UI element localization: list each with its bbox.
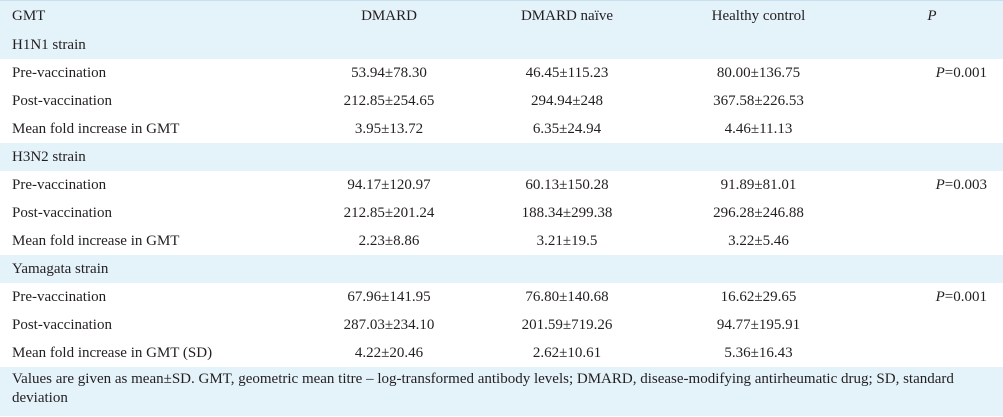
section-title: H1N1 strain <box>0 31 1003 59</box>
cell-dmard-naive: 188.34±299.38 <box>521 204 613 221</box>
cell-dmard: 3.95±13.72 <box>354 120 424 137</box>
cell-healthy-control: 91.89±81.01 <box>720 176 797 193</box>
cell-dmard-naive: 46.45±115.23 <box>525 64 609 81</box>
table-row: Mean fold increase in GMT 3.95±13.72 6.35±… <box>0 115 1003 143</box>
cell-dmard: 4.22±20.46 <box>354 344 424 361</box>
cell-dmard-naive: 76.80±140.68 <box>525 288 609 305</box>
cell-healthy-control: 94.77±195.91 <box>716 316 801 333</box>
cell-dmard-naive: 60.13±150.28 <box>525 176 609 193</box>
cell-p-value <box>861 87 1003 115</box>
p-value-text: =0.003 <box>944 176 987 193</box>
row-label: Post-vaccination <box>12 92 112 109</box>
cell-dmard: 53.94±78.30 <box>351 64 427 81</box>
cell-dmard-naive: 3.21±19.5 <box>536 232 598 249</box>
cell-healthy-control: 4.46±11.13 <box>724 120 793 137</box>
cell-healthy-control: 367.58±226.53 <box>713 92 804 109</box>
cell-healthy-control: 80.00±136.75 <box>716 64 801 81</box>
cell-healthy-control: 296.28±246.88 <box>713 204 804 221</box>
row-label: Post-vaccination <box>12 316 112 333</box>
cell-dmard: 212.85±254.65 <box>343 92 435 109</box>
row-label: Pre-vaccination <box>12 288 107 305</box>
cell-dmard: 212.85±201.24 <box>343 204 435 221</box>
cell-dmard: 287.03±234.10 <box>343 316 435 333</box>
section-title: H3N2 strain <box>0 143 1003 171</box>
cell-dmard-naive: 294.94±248 <box>531 92 603 109</box>
table-body: H1N1 strain Pre-vaccination 53.94±78.30 46.… <box>0 31 1003 367</box>
header-dmard: DMARD <box>300 0 478 31</box>
table-footnote: Values are given as mean±SD. GMT, geomet… <box>0 367 1003 416</box>
cell-p-value: P=0.003 <box>861 171 1003 199</box>
cell-dmard-naive: 201.59±719.26 <box>521 316 613 333</box>
row-label: Mean fold increase in GMT <box>12 120 180 137</box>
p-symbol: P <box>935 64 945 81</box>
cell-healthy-control: 16.62±29.65 <box>720 288 797 305</box>
cell-p-value <box>861 115 1003 143</box>
cell-healthy-control: 3.22±5.46 <box>728 232 789 249</box>
header-p-value: P <box>861 0 1003 31</box>
cell-dmard: 2.23±8.86 <box>358 232 420 249</box>
cell-p-value: P=0.001 <box>861 59 1003 87</box>
p-symbol: P <box>935 288 945 305</box>
row-label: Post-vaccination <box>12 204 112 221</box>
cell-p-value <box>861 199 1003 227</box>
section-title: Yamagata strain <box>0 255 1003 283</box>
table-row: Mean fold increase in GMT (SD) 4.22±20.46… <box>0 339 1003 367</box>
p-symbol: P <box>935 176 945 193</box>
p-value-text: =0.001 <box>944 288 987 305</box>
table-row: Pre-vaccination 67.96±141.95 76.80±140.68 1… <box>0 283 1003 311</box>
row-label: Mean fold increase in GMT (SD) <box>12 344 213 361</box>
cell-dmard-naive: 6.35±24.94 <box>532 120 602 137</box>
cell-dmard: 67.96±141.95 <box>347 288 431 305</box>
header-dmard-naive: DMARD naïve <box>478 0 656 31</box>
section-row: Yamagata strain <box>0 255 1003 283</box>
table-header-row: GMT DMARD DMARD naïve Healthy control P <box>0 0 1003 31</box>
section-row: H1N1 strain <box>0 31 1003 59</box>
cell-dmard-naive: 2.62±10.61 <box>532 344 602 361</box>
section-row: H3N2 strain <box>0 143 1003 171</box>
cell-p-value <box>861 227 1003 255</box>
table-row: Pre-vaccination 94.17±120.97 60.13±150.28 9… <box>0 171 1003 199</box>
row-label: Mean fold increase in GMT <box>12 232 180 249</box>
cell-dmard: 94.17±120.97 <box>347 176 431 193</box>
header-healthy-control: Healthy control <box>656 0 861 31</box>
table-row: Pre-vaccination 53.94±78.30 46.45±115.23 80… <box>0 59 1003 87</box>
header-gmt: GMT <box>0 0 300 31</box>
table-row: Post-vaccination 212.85±201.24 188.34±299.… <box>0 199 1003 227</box>
row-label: Pre-vaccination <box>12 64 107 81</box>
cell-p-value: P=0.001 <box>861 283 1003 311</box>
table-row: Mean fold increase in GMT 2.23±8.86 3.21±1… <box>0 227 1003 255</box>
cell-p-value <box>861 311 1003 339</box>
table-row: Post-vaccination 212.85±254.65 294.94±248 3… <box>0 87 1003 115</box>
cell-p-value <box>861 339 1003 367</box>
cell-healthy-control: 5.36±16.43 <box>724 344 793 361</box>
table-footnote-row: Values are given as mean±SD. GMT, geomet… <box>0 367 1003 416</box>
table-row: Post-vaccination 287.03±234.10 201.59±719.… <box>0 311 1003 339</box>
p-value-text: =0.001 <box>944 64 987 81</box>
row-label: Pre-vaccination <box>12 176 107 193</box>
